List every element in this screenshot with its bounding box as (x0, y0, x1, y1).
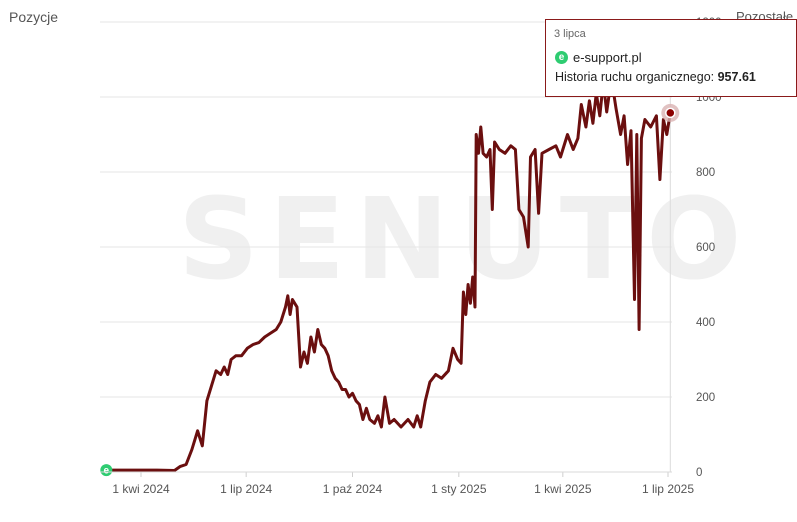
series-start-marker-icon (100, 464, 113, 477)
tooltip-site: e-support.pl (573, 50, 642, 65)
y-tick-label: 400 (696, 317, 715, 329)
y-tick-label: 200 (696, 392, 715, 404)
e-support-logo-icon: e (555, 51, 568, 64)
x-tick-label: 1 lip 2024 (220, 482, 272, 496)
data-tooltip: 3 lipca e e-support.pl Historia ruchu or… (545, 19, 797, 97)
x-tick-label: 1 kwi 2025 (534, 482, 592, 496)
hover-point[interactable] (665, 107, 676, 119)
left-axis-label: Pozycje (9, 9, 59, 25)
x-tick-label: 1 kwi 2024 (112, 482, 170, 496)
y-tick-label: 800 (696, 167, 715, 179)
tooltip-metric-label: Historia ruchu organicznego: (555, 70, 715, 84)
watermark-logo: SENUTO (178, 175, 751, 305)
x-tick-label: 1 sty 2025 (431, 482, 487, 496)
tooltip-metric: Historia ruchu organicznego: 957.61 (555, 70, 756, 84)
tooltip-series-row: e e-support.pl (555, 50, 642, 65)
x-axis-ticks: 1 kwi 2024 1 lip 2024 1 paź 2024 1 sty 2025… (112, 472, 694, 496)
x-tick-label: 1 lip 2025 (642, 482, 694, 496)
series-layer: e (100, 76, 680, 477)
chart-grid (100, 21, 672, 472)
y-tick-label: 600 (696, 242, 715, 254)
series-line-e-support (104, 76, 672, 472)
start-marker-glyph: e (104, 466, 110, 477)
y-tick-label: 0 (696, 467, 702, 479)
tooltip-metric-value: 957.61 (717, 70, 756, 84)
tooltip-date: 3 lipca (554, 28, 586, 40)
x-tick-label: 1 paź 2024 (323, 482, 383, 496)
